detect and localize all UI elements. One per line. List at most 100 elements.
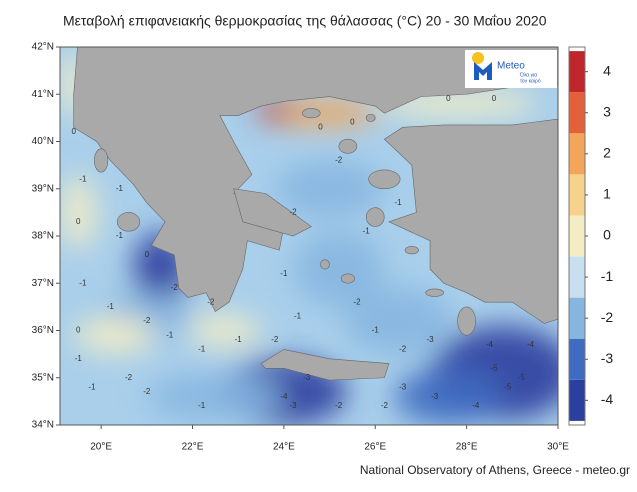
colorbar-label: -2 (601, 309, 614, 325)
logo-m (474, 62, 492, 80)
island (338, 138, 358, 154)
sea-patch (188, 314, 261, 347)
contour-label: -2 (399, 345, 407, 354)
island (425, 288, 444, 297)
colorbar-band (569, 338, 585, 380)
sea-patch (147, 373, 283, 421)
contour-label: 0 (145, 250, 150, 259)
contour-label: -1 (280, 269, 288, 278)
contour-label: -1 (88, 382, 96, 391)
contour-label: -1 (294, 311, 302, 320)
contour-label: -4 (527, 340, 535, 349)
colorbar-band (569, 174, 585, 216)
landmass (73, 47, 558, 313)
contour-label: -2 (171, 283, 179, 292)
colorbar-label: 1 (603, 186, 611, 202)
x-tick-label: 22°E (182, 442, 204, 453)
contour-label: 0 (350, 118, 355, 127)
x-tick-label: 24°E (273, 442, 295, 453)
contour-label: -1 (79, 278, 87, 287)
island (320, 259, 330, 270)
landmass (233, 188, 312, 237)
contour-label: -2 (381, 401, 389, 410)
y-tick-label: 40°N (32, 136, 54, 147)
y-tick-label: 42°N (32, 42, 54, 53)
sea-patch (60, 174, 97, 250)
landmass (383, 118, 558, 324)
contour-label: -2 (271, 335, 279, 344)
logo-sun (472, 52, 484, 64)
contour-label: -1 (235, 335, 243, 344)
x-tick-label: 28°E (456, 442, 478, 453)
contour-label: -1 (107, 302, 115, 311)
island (365, 207, 385, 227)
colorbar-band (569, 256, 585, 298)
contour-label: -1 (166, 330, 174, 339)
colorbar-band (569, 133, 585, 175)
y-tick-label: 35°N (32, 372, 54, 383)
island (116, 212, 141, 232)
sea-patch (74, 316, 156, 355)
sea-patch (293, 231, 384, 307)
island (340, 273, 355, 284)
sea-patch (256, 101, 293, 121)
island (368, 169, 401, 190)
contour-label: 0 (446, 94, 451, 103)
contour-label: -4 (280, 392, 288, 401)
island (457, 306, 476, 336)
contour-label: 0 (76, 326, 81, 335)
colorbar-label: -1 (601, 268, 614, 284)
island (301, 108, 321, 119)
colorbar-label: 4 (603, 62, 611, 78)
contour-label: 0 (492, 94, 497, 103)
contour-label: -2 (143, 387, 151, 396)
contour-label: -3 (427, 335, 435, 344)
contour-label: -1 (198, 345, 206, 354)
contour-label: -2 (289, 207, 297, 216)
contour-label: -1 (372, 326, 380, 335)
contour-label: -1 (395, 198, 403, 207)
y-tick-label: 38°N (32, 231, 54, 242)
contour-label: -5 (518, 373, 526, 382)
colorbar-band (569, 92, 585, 134)
colorbar-band (569, 215, 585, 257)
island (365, 113, 376, 122)
contour-label: -3 (399, 382, 407, 391)
island (94, 148, 109, 173)
map-area: 0 -1 -1 0 -1 -2 -1 -1 0 -2 -1 -2 -1 -1 -2 -1 -2 0 -1 -1 -2 -1… (60, 47, 558, 425)
x-tick-label: 20°E (90, 442, 112, 453)
sea-patch (275, 160, 384, 217)
contour-label: -2 (335, 156, 343, 165)
sea-patch (394, 368, 503, 425)
contour-label: -5 (490, 363, 498, 372)
contour-label: -3 (431, 392, 439, 401)
contour-label: 0 (76, 217, 81, 226)
contour-label: -2 (335, 401, 343, 410)
colorbar-label: 2 (603, 145, 611, 161)
logo-tagline: τον καιρό (520, 77, 541, 84)
contour-label: -2 (143, 316, 151, 325)
contour-label: 0 (318, 122, 323, 131)
y-tick-label: 37°N (32, 278, 54, 289)
contour-labels: 0 -1 -1 0 -1 -2 -1 -1 0 -2 -1 -2 -1 -1 -2 -1 -2 0 -1 -1 -2 -1… (71, 94, 534, 410)
contour-label: -2 (125, 373, 133, 382)
logo-tagline: Όλα για (519, 72, 537, 78)
y-tick-label: 34°N (32, 420, 54, 431)
colorbar-band (569, 51, 585, 93)
contour-label: -5 (504, 382, 512, 391)
contour-label: -1 (75, 354, 83, 363)
logo-name: Meteo (497, 61, 525, 72)
contour-label: -4 (472, 401, 480, 410)
contour-label: -2 (353, 297, 361, 306)
x-tick-label: 26°E (364, 442, 386, 453)
contour-label: -3 (289, 401, 297, 410)
contour-label: 0 (71, 127, 76, 136)
contour-label: -2 (207, 297, 215, 306)
title: Μεταβολή επιφανειακής θερμοκρασίας της θ… (63, 13, 547, 29)
contour-label: -3 (303, 373, 311, 382)
colorbar-label: 3 (603, 103, 611, 119)
island (404, 246, 419, 255)
contour-label: -1 (116, 231, 124, 240)
sea-patch (344, 288, 453, 354)
